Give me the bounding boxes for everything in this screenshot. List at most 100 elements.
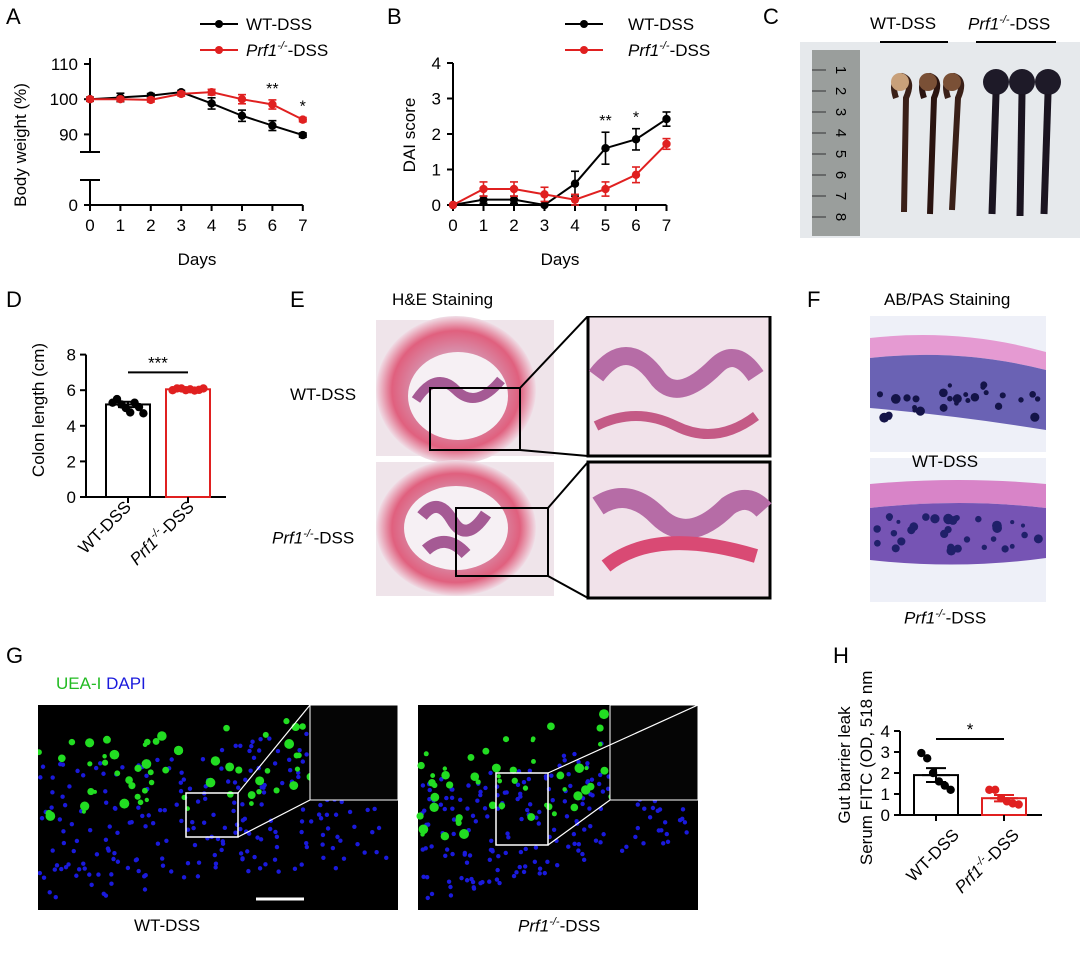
- chart-d-colon-length: 0 2 4 6 8 *** Colon length (cm) WT-DSS Prf1-/…: [29, 343, 226, 569]
- data-point: [601, 184, 610, 194]
- data-point: [207, 99, 216, 108]
- goblet-cell: [983, 390, 989, 396]
- dapi-nucleus: [66, 862, 71, 867]
- dapi-nucleus: [519, 816, 524, 822]
- dapi-nucleus: [59, 866, 64, 872]
- dapi-nucleus: [143, 824, 148, 829]
- dapi-nucleus: [488, 770, 493, 776]
- data-point: [139, 409, 148, 418]
- dapi-nucleus: [330, 845, 336, 851]
- x-tick-label: 0: [85, 216, 94, 235]
- chart-b-legend: WT-DSS Prf1-/--DSS: [565, 15, 710, 60]
- uea-signal: [57, 754, 66, 763]
- dapi-nucleus: [633, 834, 638, 840]
- uea-signal: [223, 724, 230, 732]
- panel-letter-f: F: [807, 287, 821, 312]
- dapi-nucleus: [318, 816, 324, 821]
- goblet-cell: [943, 513, 954, 524]
- goblet-cell: [994, 402, 1003, 410]
- data-point: [177, 89, 186, 99]
- dapi-nucleus: [482, 806, 488, 811]
- goblet-cell: [992, 523, 1002, 533]
- dapi-nucleus: [136, 868, 141, 874]
- goblet-cell: [930, 514, 940, 524]
- data-point: [237, 95, 247, 104]
- dapi-nucleus: [511, 873, 517, 879]
- dapi-nucleus: [38, 870, 43, 876]
- dapi-nucleus: [74, 873, 79, 878]
- dapi-nucleus: [324, 812, 330, 817]
- dapi-nucleus: [450, 787, 455, 792]
- significance-mark: **: [599, 113, 611, 130]
- goblet-cell: [896, 519, 901, 524]
- chart-d-xtick-wt: WT-DSS: [75, 497, 135, 557]
- dapi-nucleus: [187, 786, 193, 791]
- x-tick-label: 2: [146, 216, 155, 235]
- dapi-nucleus: [103, 789, 108, 794]
- dapi-nucleus: [133, 858, 139, 863]
- dapi-nucleus: [635, 802, 640, 807]
- dapi-nucleus: [287, 768, 293, 773]
- y-tick-label: 0: [432, 196, 441, 215]
- dapi-nucleus: [598, 840, 603, 845]
- x-tick-label: 3: [176, 216, 185, 235]
- dapi-nucleus: [585, 761, 590, 766]
- series-line-0: [452, 118, 668, 207]
- dapi-nucleus: [425, 895, 430, 901]
- dapi-nucleus: [593, 838, 599, 843]
- dapi-nucleus: [47, 890, 52, 895]
- uea-signal: [248, 801, 254, 806]
- goblet-cell: [953, 515, 960, 522]
- y-tick-label: 8: [67, 346, 76, 365]
- dapi-nucleus: [429, 891, 435, 897]
- dapi-nucleus: [487, 857, 493, 862]
- uea-signal: [291, 722, 300, 732]
- uea-signal: [547, 722, 555, 731]
- dapi-nucleus: [202, 796, 208, 801]
- y-tick-label: 100: [50, 90, 78, 109]
- dapi-nucleus: [429, 844, 434, 849]
- uea-signal: [442, 766, 447, 771]
- goblet-cell: [873, 525, 881, 533]
- uea-signal: [134, 793, 141, 800]
- ruler-digit: 2: [832, 87, 849, 95]
- goblet-cell: [915, 406, 925, 416]
- series-line-1: [452, 143, 668, 206]
- uea-signal: [101, 759, 109, 766]
- uea-signal: [283, 718, 290, 725]
- dapi-nucleus: [299, 862, 304, 867]
- dapi-nucleus: [470, 813, 476, 819]
- goblet-cell: [963, 392, 969, 398]
- y-tick-label: 2: [432, 125, 441, 144]
- uea-signal: [418, 824, 429, 835]
- chart-b-xlabel: Days: [541, 250, 580, 269]
- dapi-nucleus: [527, 802, 533, 807]
- dapi-nucleus: [566, 772, 571, 777]
- goblet-cell: [999, 392, 1006, 399]
- dapi-nucleus: [562, 799, 568, 804]
- dapi-nucleus: [179, 770, 184, 775]
- panel-c-label-ko: Prf1-/--DSS: [968, 14, 1051, 34]
- dapi-nucleus: [549, 773, 554, 778]
- dapi-nucleus: [490, 849, 495, 854]
- dapi-nucleus: [537, 866, 543, 871]
- x-tick-label: 0: [448, 216, 457, 235]
- dapi-nucleus: [304, 731, 309, 737]
- dapi-nucleus: [181, 777, 187, 782]
- dapi-nucleus: [53, 895, 58, 900]
- dapi-nucleus: [514, 870, 519, 875]
- uea-signal: [141, 759, 152, 769]
- dapi-nucleus: [49, 805, 54, 810]
- dapi-nucleus: [50, 790, 55, 795]
- data-point: [917, 748, 926, 758]
- goblet-cell: [946, 546, 956, 556]
- uea-signal: [81, 809, 86, 814]
- dapi-nucleus: [521, 779, 527, 785]
- data-point: [85, 95, 95, 104]
- data-point: [923, 754, 932, 763]
- uea-signal: [502, 736, 510, 743]
- dapi-nucleus: [661, 841, 666, 846]
- dapi-nucleus: [232, 800, 237, 805]
- dapi-nucleus: [50, 848, 55, 853]
- goblet-cell: [903, 394, 911, 402]
